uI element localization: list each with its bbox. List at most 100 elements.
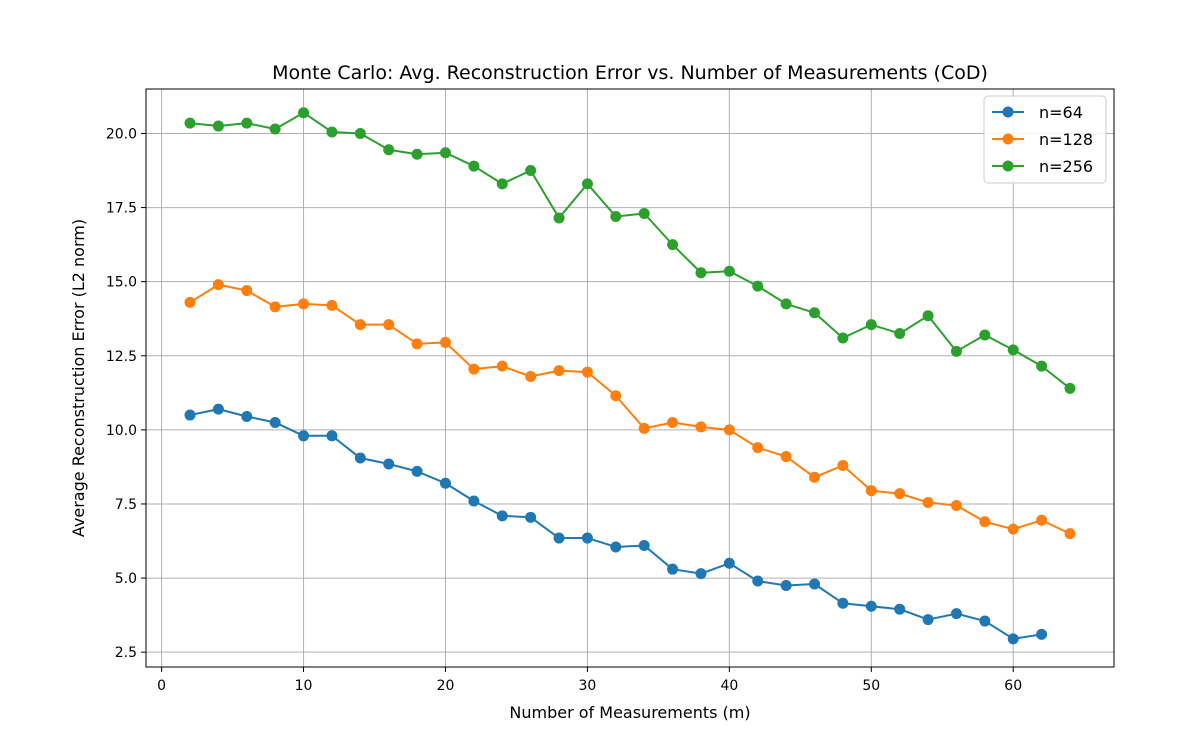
data-point (752, 280, 764, 292)
data-point (525, 511, 537, 523)
data-point (865, 319, 877, 331)
series-n=256 (184, 107, 1076, 394)
data-point (439, 477, 451, 489)
data-point (581, 532, 593, 544)
y-tick-label: 5.0 (115, 571, 137, 587)
data-point (979, 516, 991, 528)
legend-entry: n=64 (992, 103, 1083, 122)
data-point (468, 363, 480, 375)
data-point (610, 210, 622, 222)
x-tick-label: 60 (1004, 678, 1022, 694)
data-point (837, 459, 849, 471)
data-point (212, 279, 224, 291)
plot-frame (145, 88, 1115, 668)
legend-label: n=64 (1039, 103, 1083, 122)
data-point (667, 239, 679, 251)
data-point (383, 319, 395, 331)
data-point (354, 319, 366, 331)
data-point (780, 451, 792, 463)
data-point (269, 301, 281, 313)
data-point (553, 365, 565, 377)
y-axis-label: Average Reconstruction Error (L2 norm) (69, 219, 88, 537)
data-point (241, 411, 253, 423)
data-point (468, 495, 480, 507)
data-point (809, 471, 821, 483)
data-point (809, 307, 821, 319)
data-point (610, 541, 622, 553)
data-point (865, 485, 877, 497)
data-point (950, 608, 962, 620)
x-tick-label: 50 (862, 678, 880, 694)
data-point (298, 107, 310, 119)
legend: n=64 n=128 n=256 (983, 95, 1107, 184)
data-point (269, 123, 281, 135)
data-point (922, 496, 934, 508)
data-point (695, 568, 707, 580)
data-point (212, 120, 224, 132)
data-point (354, 127, 366, 139)
data-point (837, 597, 849, 609)
data-point (752, 442, 764, 454)
data-point (184, 296, 196, 308)
data-point (638, 539, 650, 551)
y-tick-label: 15.0 (106, 275, 137, 291)
legend-box (983, 95, 1107, 184)
data-point (411, 338, 423, 350)
data-point (553, 212, 565, 224)
data-point (950, 345, 962, 357)
data-point (212, 403, 224, 415)
chart-title: Monte Carlo: Avg. Reconstruction Error v… (272, 62, 988, 84)
x-axis-ticks: 0 10 20 30 40 50 60 (157, 667, 1022, 694)
x-tick-label: 40 (720, 678, 738, 694)
data-point (667, 563, 679, 575)
data-point (695, 421, 707, 433)
y-tick-label: 17.5 (106, 201, 137, 217)
data-point (865, 600, 877, 612)
y-tick-label: 2.5 (115, 645, 137, 661)
data-point (525, 165, 537, 177)
data-point (1007, 633, 1019, 645)
series-n=64 (184, 403, 1048, 645)
data-point (809, 578, 821, 590)
y-tick-label: 7.5 (115, 497, 137, 513)
data-point (383, 144, 395, 156)
x-tick-label: 10 (295, 678, 313, 694)
data-point (638, 422, 650, 434)
data-point (439, 336, 451, 348)
data-point (496, 178, 508, 190)
data-point (723, 557, 735, 569)
data-point (241, 285, 253, 297)
data-point (326, 126, 338, 138)
data-point (894, 328, 906, 340)
data-point (439, 147, 451, 159)
data-point (581, 366, 593, 378)
x-axis-label: Number of Measurements (m) (509, 703, 750, 722)
data-point (837, 332, 849, 344)
data-point (269, 416, 281, 428)
data-point (1036, 628, 1048, 640)
data-point (979, 329, 991, 341)
data-point (638, 207, 650, 219)
data-point (525, 371, 537, 383)
x-tick-label: 0 (157, 678, 166, 694)
data-point (1064, 528, 1076, 540)
series-n=128 (184, 279, 1076, 540)
data-point (496, 510, 508, 522)
data-point (411, 465, 423, 477)
data-point (922, 310, 934, 322)
legend-marker (1002, 106, 1014, 118)
data-point (979, 615, 991, 627)
data-point (894, 488, 906, 500)
data-point (780, 579, 792, 591)
data-point (1007, 523, 1019, 535)
data-point (298, 298, 310, 310)
x-tick-label: 20 (437, 678, 455, 694)
data-point (326, 299, 338, 311)
data-point (184, 117, 196, 129)
data-point (1036, 514, 1048, 526)
data-point (383, 458, 395, 470)
data-point (922, 614, 934, 626)
data-point (723, 424, 735, 436)
y-tick-label: 10.0 (106, 423, 137, 439)
